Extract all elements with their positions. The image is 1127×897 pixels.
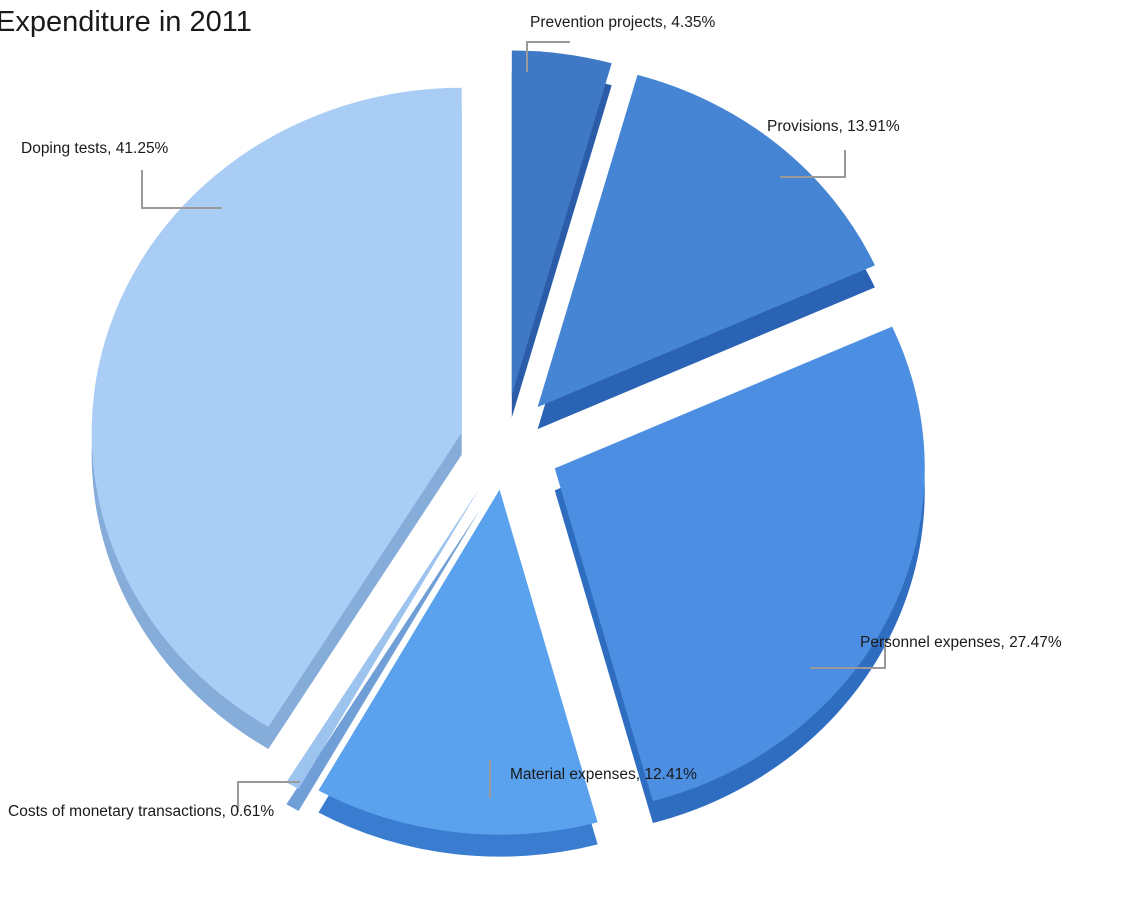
slice-label-4: Costs of monetary transactions, 0.61% bbox=[8, 803, 274, 820]
slice-label-2: Personnel expenses, 27.47% bbox=[860, 634, 1062, 651]
slice-label-3: Material expenses, 12.41% bbox=[510, 766, 697, 783]
pie-slice-prevention-projects bbox=[511, 50, 612, 396]
leader-lines bbox=[141, 41, 886, 812]
pie-slice-provisions bbox=[537, 74, 875, 408]
slice-label-0: Prevention projects, 4.35% bbox=[530, 14, 715, 31]
pie-slice-doping-tests bbox=[91, 87, 462, 727]
leader-line-2 bbox=[810, 640, 886, 669]
leader-line-1 bbox=[780, 150, 846, 178]
chart-title: Expenditure in 2011 bbox=[0, 6, 252, 38]
leader-line-4 bbox=[237, 781, 300, 812]
pie-slice-costs-of-monetary-transactions bbox=[286, 488, 480, 789]
slice-label-1: Provisions, 13.91% bbox=[767, 118, 900, 135]
leader-line-5 bbox=[141, 170, 222, 209]
pie-slice-material-expenses bbox=[318, 489, 598, 835]
slice-labels: Prevention projects, 4.35% Provisions, 13… bbox=[8, 14, 1062, 820]
pie-slice-personnel-expenses bbox=[554, 326, 925, 802]
leader-line-0 bbox=[526, 41, 570, 72]
slice-label-5: Doping tests, 41.25% bbox=[21, 140, 169, 157]
slice-side-4 bbox=[286, 510, 480, 811]
slice-tops bbox=[91, 50, 925, 835]
